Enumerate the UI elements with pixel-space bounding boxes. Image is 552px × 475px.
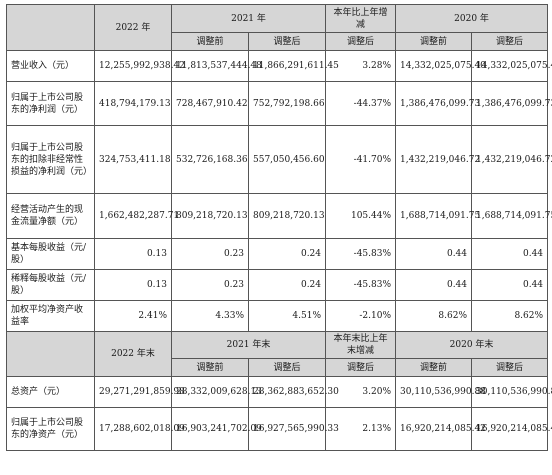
cell-value: 8.62% <box>471 300 549 332</box>
cell-value: 30,110,536,990.88 <box>395 376 486 408</box>
row-label: 经营活动产生的现金流量净额（元） <box>6 193 95 239</box>
cell-value: 4.51% <box>247 300 327 332</box>
cell-value: 752,792,198.66 <box>247 81 327 126</box>
header-2021: 2021 年 <box>170 4 327 33</box>
table-row: 归属于上市公司股东的扣除非经常性损益的净利润（元） 324,753,411.18… <box>6 125 552 194</box>
subheader-2020-before: 调整前 <box>395 32 473 51</box>
row-label: 归属于上市公司股东的扣除非经常性损益的净利润（元） <box>6 125 95 194</box>
header-change-end: 本年末比上年末增减 <box>325 331 397 359</box>
cell-value: 809,218,720.13 <box>171 193 249 239</box>
cell-change: -45.83% <box>325 269 397 301</box>
financial-data-table: 2022 年 2021 年 本年比上年增减 2020 年 调整前 调整后 调整后… <box>6 4 552 451</box>
cell-value: 11,866,291,611.45 <box>247 50 339 82</box>
cell-value: 557,050,456.60 <box>247 125 327 194</box>
cell-value: 728,467,910.42 <box>171 81 249 126</box>
cell-value: 0.24 <box>247 238 327 270</box>
cell-value: 28,332,009,628.13 <box>171 376 262 408</box>
table-row: 营业收入（元） 12,255,992,938.42 11,813,537,444… <box>6 50 552 82</box>
cell-value: 0.13 <box>94 269 172 301</box>
cell-value: 0.23 <box>171 238 249 270</box>
cell-value: 0.44 <box>395 269 473 301</box>
cell-change: 105.44% <box>325 193 397 239</box>
table-header-row: 2022 年末 2021 年末 本年末比上年末增减 2020 年末 <box>6 331 549 377</box>
cell-change: -45.83% <box>325 238 397 270</box>
cell-value: 8.62% <box>395 300 473 332</box>
cell-value: 16,920,214,085.42 <box>395 407 486 451</box>
subheader-change-after: 调整后 <box>325 32 397 51</box>
cell-value: 28,362,883,652.30 <box>247 376 339 408</box>
cell-value: 2.41% <box>94 300 172 332</box>
cell-change: -2.10% <box>325 300 397 332</box>
cell-value: 418,794,179.13 <box>94 81 172 126</box>
cell-value: 1,662,482,287.71 <box>94 193 179 239</box>
cell-value: 17,288,602,018.09 <box>94 407 185 451</box>
subheader-2020-after: 调整后 <box>471 32 549 51</box>
cell-value: 1,432,219,046.72 <box>471 125 552 194</box>
subheader-2020-after: 调整后 <box>471 358 549 377</box>
cell-value: 11,813,537,444.48 <box>171 50 262 82</box>
header-2020: 2020 年 <box>395 4 549 33</box>
cell-value: 16,903,241,702.09 <box>171 407 262 451</box>
cell-value: 0.44 <box>471 238 549 270</box>
table-row: 加权平均净资产收益率 2.41% 4.33% 4.51% -2.10% 8.62… <box>6 300 549 332</box>
cell-value: 16,927,565,990.33 <box>247 407 339 451</box>
table-row: 归属于上市公司股东的净利润（元） 418,794,179.13 728,467,… <box>6 81 552 126</box>
cell-value: 324,753,411.18 <box>94 125 172 194</box>
subheader-change-after: 调整后 <box>325 358 397 377</box>
header-corner-cell <box>6 4 95 51</box>
cell-value: 1,432,219,046.72 <box>395 125 480 194</box>
table-row: 归属于上市公司股东的净资产（元） 17,288,602,018.09 16,90… <box>6 407 552 451</box>
header-2022: 2022 年 <box>94 4 172 51</box>
cell-value: 29,271,291,859.98 <box>94 376 185 408</box>
cell-value: 0.13 <box>94 238 172 270</box>
cell-change: -44.37% <box>325 81 397 126</box>
cell-value: 4.33% <box>171 300 249 332</box>
cell-value: 0.44 <box>395 238 473 270</box>
header-corner-cell <box>6 331 95 377</box>
cell-value: 14,332,025,075.40 <box>395 50 486 82</box>
subheader-2020-before: 调整前 <box>395 358 473 377</box>
cell-value: 532,726,168.36 <box>171 125 249 194</box>
cell-value: 1,386,476,099.73 <box>471 81 552 126</box>
cell-value: 809,218,720.13 <box>247 193 327 239</box>
table-header-row: 2022 年 2021 年 本年比上年增减 2020 年 <box>6 4 549 51</box>
subheader-2021-after: 调整后 <box>247 358 327 377</box>
cell-value: 0.24 <box>247 269 327 301</box>
cell-value: 1,688,714,091.75 <box>471 193 552 239</box>
subheader-2021-after: 调整后 <box>247 32 327 51</box>
subheader-2021-before: 调整前 <box>171 32 249 51</box>
row-label: 营业收入（元） <box>6 50 95 82</box>
table-subheader-row: 调整前 调整后 调整后 调整前 调整后 <box>7 358 549 377</box>
cell-value: 1,386,476,099.73 <box>395 81 480 126</box>
row-label: 加权平均净资产收益率 <box>6 300 95 332</box>
table-row: 基本每股收益（元/股） 0.13 0.23 0.24 -45.83% 0.44 … <box>6 238 549 270</box>
cell-value: 30,110,536,990.88 <box>471 376 552 408</box>
cell-value: 12,255,992,938.42 <box>94 50 185 82</box>
cell-value: 16,920,214,085.42 <box>471 407 552 451</box>
header-2022-end: 2022 年末 <box>94 331 172 377</box>
row-label: 归属于上市公司股东的净利润（元） <box>6 81 95 126</box>
table-row: 稀释每股收益（元/股） 0.13 0.23 0.24 -45.83% 0.44 … <box>6 269 549 301</box>
header-change: 本年比上年增减 <box>325 4 397 33</box>
header-2020-end: 2020 年末 <box>395 331 549 359</box>
cell-value: 1,688,714,091.75 <box>395 193 480 239</box>
row-label: 归属于上市公司股东的净资产（元） <box>6 407 95 451</box>
cell-change: 2.13% <box>325 407 397 451</box>
cell-change: -41.70% <box>325 125 397 194</box>
row-label: 稀释每股收益（元/股） <box>6 269 95 301</box>
header-2021-end: 2021 年末 <box>170 331 327 359</box>
cell-value: 0.44 <box>471 269 549 301</box>
row-label: 基本每股收益（元/股） <box>6 238 95 270</box>
cell-value: 0.23 <box>171 269 249 301</box>
cell-change: 3.20% <box>325 376 397 408</box>
row-label: 总资产（元） <box>6 376 95 408</box>
table-row: 总资产（元） 29,271,291,859.98 28,332,009,628.… <box>6 376 552 408</box>
cell-value: 14,332,025,075.40 <box>471 50 552 82</box>
subheader-2021-before: 调整前 <box>171 358 249 377</box>
financial-table-container: 2022 年 2021 年 本年比上年增减 2020 年 调整前 调整后 调整后… <box>6 4 552 451</box>
table-row: 经营活动产生的现金流量净额（元） 1,662,482,287.71 809,21… <box>6 193 552 239</box>
